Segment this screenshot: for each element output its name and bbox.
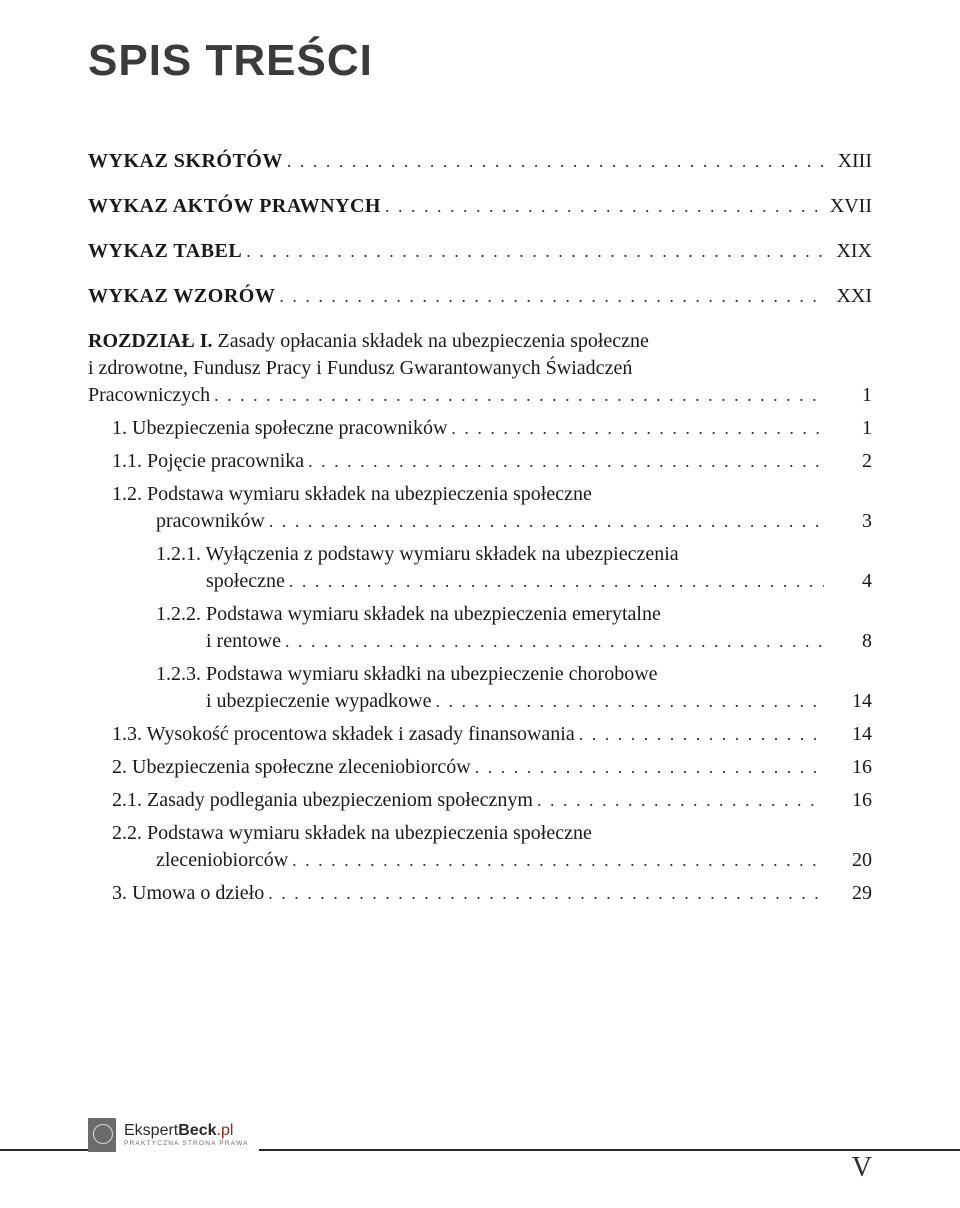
toc-page: 8 — [824, 628, 872, 655]
toc-page: XXI — [824, 283, 872, 310]
toc-label: 3. Umowa o dzieło — [88, 880, 264, 907]
toc-leader — [242, 239, 824, 263]
toc-page: 14 — [824, 721, 872, 748]
toc-entry: 2. Ubezpieczenia społeczne zleceniobiorc… — [88, 754, 872, 781]
chapter-title-line: Zasady opłacania składek na ubezpieczeni… — [217, 330, 648, 352]
toc-leader — [575, 722, 824, 746]
footer-brand: EkspertBeck.pl PRAKTYCZNA STRONA PRAWA — [124, 1123, 249, 1148]
toc-entry: 2.2. Podstawa wymiaru składek na ubezpie… — [88, 820, 872, 874]
brand-part2: Beck — [178, 1122, 216, 1139]
toc-label: WYKAZ WZORÓW — [88, 283, 275, 310]
toc-label-line: i ubezpieczenie wypadkowe — [206, 688, 431, 715]
toc-label: 1.3. Wysokość procentowa składek i zasad… — [88, 721, 575, 748]
toc-label: WYKAZ AKTÓW PRAWNYCH — [88, 193, 381, 220]
chapter-number: ROZDZIAŁ I. — [88, 330, 212, 352]
toc-label: 2.1. Zasady podlegania ubezpieczeniom sp… — [88, 787, 533, 814]
toc-label-line: pracowników — [156, 508, 265, 535]
brand-part1: Ekspert — [124, 1122, 178, 1139]
toc-entry: 1.3. Wysokość procentowa składek i zasad… — [88, 721, 872, 748]
toc-page: XIII — [824, 148, 872, 175]
toc-label-line: 1.2.2. Podstawa wymiaru składek na ubezp… — [88, 601, 872, 628]
footer-logo: EkspertBeck.pl PRAKTYCZNA STRONA PRAWA — [88, 1118, 259, 1152]
toc-page: 16 — [824, 787, 872, 814]
toc-entry: WYKAZ SKRÓTÓW XIII — [88, 148, 872, 175]
toc-leader — [283, 149, 824, 173]
toc-label-line: 1.2.3. Podstawa wymiaru składki na ubezp… — [88, 661, 872, 688]
toc-leader — [471, 755, 824, 779]
toc-page: 1 — [824, 382, 872, 409]
toc-label: 1. Ubezpieczenia społeczne pracowników — [88, 415, 447, 442]
toc-leader — [285, 569, 824, 593]
toc-entry: WYKAZ TABEL XIX — [88, 238, 872, 265]
toc-entry: 1.2.2. Podstawa wymiaru składek na ubezp… — [88, 601, 872, 655]
table-of-contents: WYKAZ SKRÓTÓW XIII WYKAZ AKTÓW PRAWNYCH … — [88, 148, 872, 907]
toc-page: 29 — [824, 880, 872, 907]
chapter-title-line: Pracowniczych — [88, 382, 210, 409]
toc-leader — [275, 284, 824, 308]
toc-page: 3 — [824, 508, 872, 535]
toc-label-line: zleceniobiorców — [156, 847, 288, 874]
brand-subtitle: PRAKTYCZNA STRONA PRAWA — [124, 1141, 249, 1148]
toc-page: 16 — [824, 754, 872, 781]
toc-page: 2 — [824, 448, 872, 475]
toc-entry: WYKAZ AKTÓW PRAWNYCH XVII — [88, 193, 872, 220]
toc-entry-chapter: ROZDZIAŁ I. Zasady opłacania składek na … — [88, 328, 872, 409]
toc-leader — [265, 509, 824, 533]
toc-label-line: społeczne — [206, 568, 285, 595]
page-footer: EkspertBeck.pl PRAKTYCZNA STRONA PRAWA V — [0, 1124, 960, 1194]
toc-page: XVII — [824, 193, 872, 220]
toc-label-line: i rentowe — [206, 628, 281, 655]
toc-entry: 1.2.3. Podstawa wymiaru składki na ubezp… — [88, 661, 872, 715]
toc-entry: 1.1. Pojęcie pracownika 2 — [88, 448, 872, 475]
toc-entry: 1.2. Podstawa wymiaru składek na ubezpie… — [88, 481, 872, 535]
toc-entry: 1.2.1. Wyłączenia z podstawy wymiaru skł… — [88, 541, 872, 595]
toc-page: 14 — [824, 688, 872, 715]
toc-entry: 1. Ubezpieczenia społeczne pracowników 1 — [88, 415, 872, 442]
toc-leader — [210, 383, 824, 407]
toc-leader — [264, 881, 824, 905]
toc-page: XIX — [824, 238, 872, 265]
page-number: V — [852, 1152, 872, 1184]
toc-leader — [431, 689, 824, 713]
toc-label: WYKAZ TABEL — [88, 238, 242, 265]
toc-leader — [447, 416, 824, 440]
toc-leader — [381, 194, 824, 218]
toc-label: 2. Ubezpieczenia społeczne zleceniobiorc… — [88, 754, 471, 781]
toc-leader — [288, 848, 824, 872]
page-title: SPIS TREŚCI — [88, 36, 872, 86]
toc-page: 20 — [824, 847, 872, 874]
toc-label: 1.1. Pojęcie pracownika — [88, 448, 304, 475]
logo-badge-icon — [88, 1118, 116, 1152]
toc-label-line: 1.2. Podstawa wymiaru składek na ubezpie… — [88, 481, 872, 508]
toc-leader — [281, 629, 824, 653]
toc-label-line: 1.2.1. Wyłączenia z podstawy wymiaru skł… — [88, 541, 872, 568]
toc-entry: WYKAZ WZORÓW XXI — [88, 283, 872, 310]
chapter-title-line: i zdrowotne, Fundusz Pracy i Fundusz Gwa… — [88, 355, 872, 382]
toc-label-line: 2.2. Podstawa wymiaru składek na ubezpie… — [88, 820, 872, 847]
toc-entry: 2.1. Zasady podlegania ubezpieczeniom sp… — [88, 787, 872, 814]
toc-leader — [533, 788, 824, 812]
toc-entry: 3. Umowa o dzieło 29 — [88, 880, 872, 907]
toc-page: 1 — [824, 415, 872, 442]
brand-part3: .pl — [217, 1122, 234, 1139]
toc-page: 4 — [824, 568, 872, 595]
toc-label: WYKAZ SKRÓTÓW — [88, 148, 283, 175]
toc-leader — [304, 449, 824, 473]
